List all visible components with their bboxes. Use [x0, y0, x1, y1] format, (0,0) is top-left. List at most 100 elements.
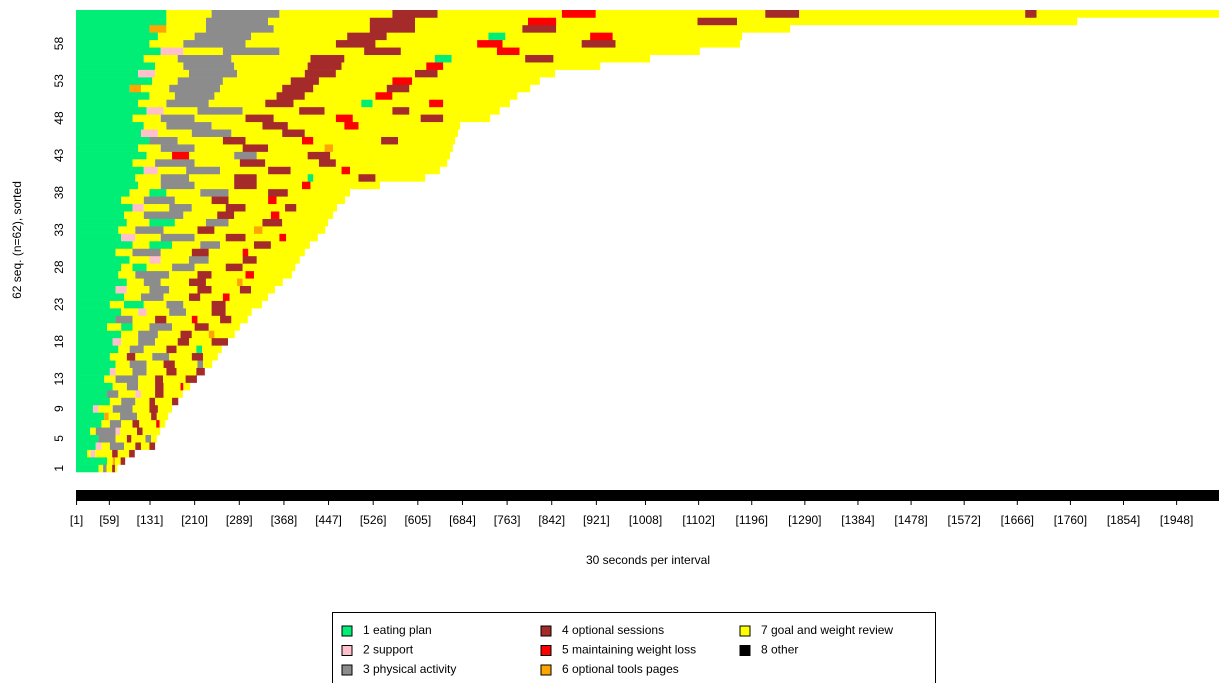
legend-swatch [739, 625, 751, 637]
sequence-run [160, 181, 195, 190]
sequence-run [434, 54, 452, 63]
sequence-run [163, 226, 198, 234]
sequence-run [160, 248, 192, 257]
sequence-run [124, 293, 141, 301]
sequence-run [108, 412, 121, 421]
sequence-run [76, 32, 158, 41]
sequence-run [253, 270, 292, 279]
sequence-run [375, 91, 393, 100]
sequence-run [398, 136, 456, 145]
sequence-run [392, 106, 410, 115]
sequence-run [225, 263, 243, 272]
sequence-run [132, 241, 150, 249]
sequence-run [183, 39, 246, 48]
sequence-run [279, 47, 365, 56]
sequence-run [176, 345, 197, 354]
sequence-run [143, 345, 167, 354]
sequence-run [160, 114, 195, 123]
sequence-run [76, 218, 127, 227]
y-tick-label: 53 [52, 74, 66, 88]
sequence-run [426, 62, 444, 70]
sequence-run [132, 419, 140, 428]
sequence-run [132, 114, 161, 123]
sequence-run [76, 263, 122, 272]
sequence-run [149, 91, 175, 100]
sequence-run [143, 166, 158, 175]
sequence-run [200, 241, 221, 249]
sequence-run [341, 62, 427, 70]
sequence-run [237, 69, 305, 78]
sequence-run [201, 345, 222, 354]
sequence-run [138, 337, 156, 346]
sequence-run [76, 17, 167, 26]
sequence-run [166, 300, 184, 309]
sequence-run [132, 322, 150, 331]
y-tick-label: 5 [52, 435, 66, 442]
sequence-run [132, 203, 144, 212]
sequence-run [197, 285, 212, 294]
sequence-run [279, 233, 287, 242]
sequence-run [191, 315, 198, 324]
legend-label: 7 goal and weight review [761, 623, 893, 637]
sequence-run [194, 114, 246, 123]
sequence-run [420, 114, 444, 123]
sequence-run [120, 457, 126, 465]
sequence-run [347, 32, 387, 41]
sequence-run [104, 412, 109, 421]
x-tick-label: [447] [315, 513, 342, 527]
y-axis-title: 62 seq. (n=62), sorted [10, 181, 24, 299]
sequence-run [296, 203, 338, 212]
sequence-run [143, 211, 184, 219]
sequence-run [205, 218, 229, 227]
sequence-run [76, 322, 108, 331]
y-tick-label: 1 [52, 465, 66, 472]
sequence-run [103, 464, 107, 473]
sequence-run [290, 77, 319, 85]
sequence-run [279, 10, 393, 18]
sequence-run [285, 203, 297, 212]
sequence-run [104, 375, 116, 383]
sequence-run [76, 62, 156, 70]
sequence-run [268, 17, 370, 26]
sequence-run [437, 69, 556, 78]
sequence-run [205, 17, 269, 26]
sequence-run [143, 278, 161, 287]
sequence-run [138, 99, 167, 108]
sequence-run [245, 39, 336, 48]
sequence-run [372, 99, 430, 108]
sequence-run [146, 360, 164, 368]
sequence-run [287, 121, 345, 130]
sequence-run [225, 203, 246, 212]
sequence-run [166, 17, 206, 26]
sequence-run [220, 166, 269, 175]
sequence-run [1036, 10, 1219, 18]
sequence-run [189, 151, 235, 160]
sequence-run [76, 166, 144, 175]
sequence-run [214, 330, 235, 339]
sequence-run [112, 337, 122, 346]
sequence-run [189, 255, 209, 264]
sequence-run [76, 10, 167, 18]
sequence-run [412, 77, 540, 85]
sequence-run [253, 241, 271, 249]
sequence-run [256, 151, 308, 160]
sequence-run [282, 84, 314, 93]
sequence-run [169, 308, 187, 316]
sequence-run [293, 99, 362, 108]
sequence-run [556, 24, 791, 33]
sequence-run [135, 173, 161, 182]
sequence-run [234, 62, 308, 70]
x-tick-label: [210] [181, 513, 208, 527]
sequence-run [76, 84, 130, 93]
sequence-run [155, 375, 164, 383]
x-tick-label: [1196] [736, 513, 768, 527]
sequence-run [208, 99, 266, 108]
sequence-run [304, 91, 376, 100]
sequence-run [211, 10, 280, 18]
sequence-run [228, 188, 269, 197]
sequence-run [234, 211, 271, 219]
sequence-run [299, 106, 325, 115]
sequence-run [375, 173, 426, 182]
sequence-run [143, 121, 167, 130]
sequence-run [76, 196, 122, 205]
